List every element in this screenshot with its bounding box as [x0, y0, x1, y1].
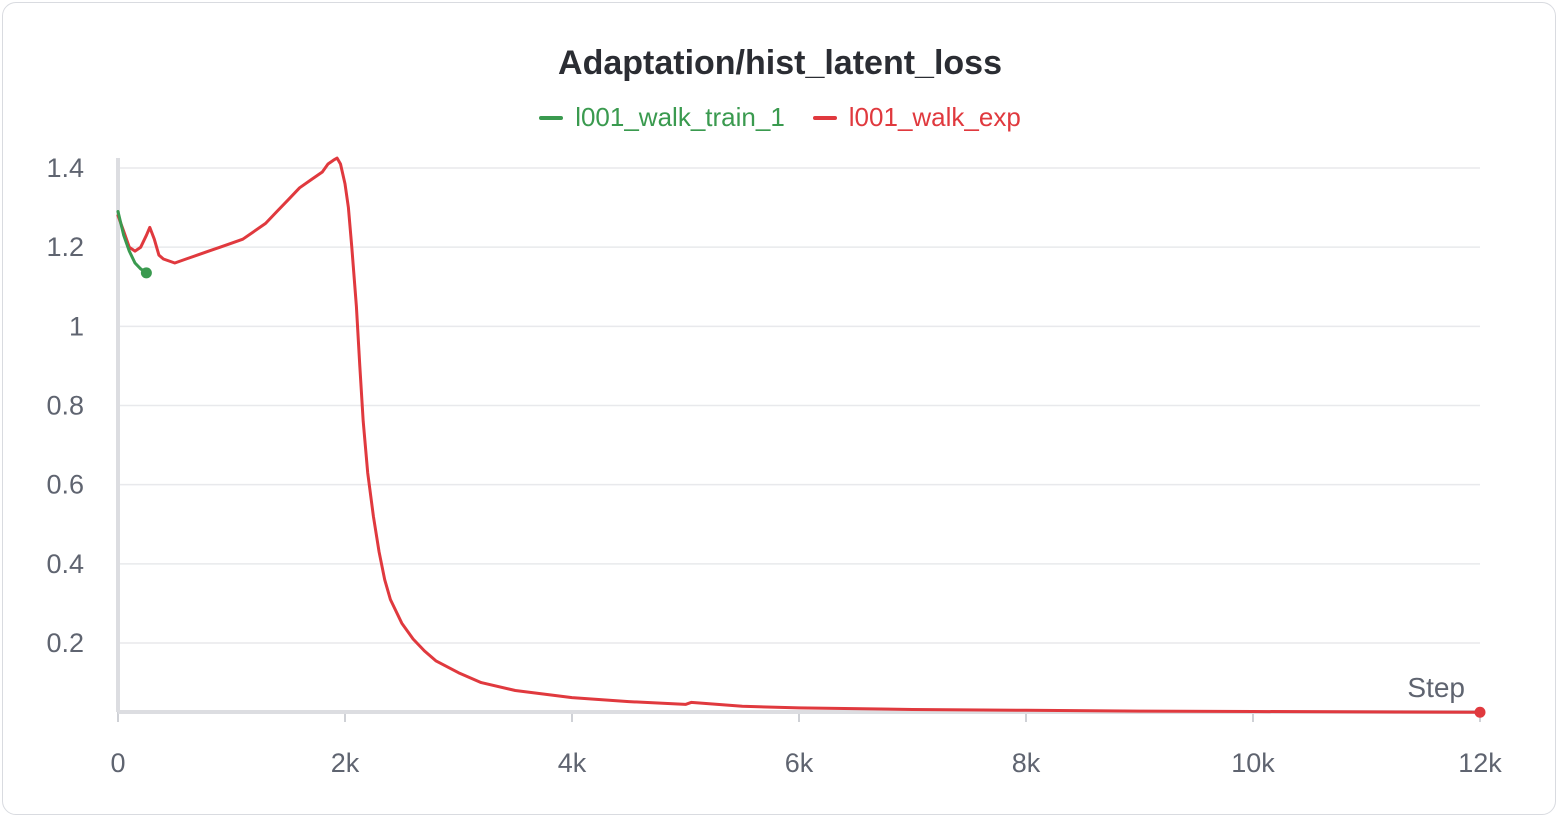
y-tick-label: 0.6 [46, 470, 84, 500]
x-axis-title: Step [1407, 672, 1465, 703]
legend-item-series-1[interactable]: l001_walk_exp [812, 102, 1021, 133]
x-tick-label: 8k [1012, 748, 1041, 778]
series-end-point-l001_walk_train_1 [140, 267, 152, 279]
chart-legend: l001_walk_train_1 l001_walk_exp [0, 102, 1560, 133]
y-tick-label: 0.2 [46, 628, 84, 658]
x-tick-label: 10k [1231, 748, 1275, 778]
y-tick-label: 1.4 [46, 153, 84, 183]
series-end-point-l001_walk_exp [1474, 706, 1486, 718]
legend-swatch-series-0 [539, 115, 564, 120]
series-line-l001_walk_exp [116, 156, 1482, 714]
y-tick-label: 1.2 [46, 232, 84, 262]
legend-item-series-0[interactable]: l001_walk_train_1 [539, 102, 785, 133]
y-tick-label: 0.8 [46, 391, 84, 421]
y-tick-label: 0.4 [46, 549, 84, 579]
chart-title: Adaptation/hist_latent_loss [558, 44, 1002, 82]
x-tick-label: 4k [558, 748, 587, 778]
y-tick-label: 1 [69, 311, 84, 341]
x-tick-label: 12k [1458, 748, 1502, 778]
legend-label-series-0: l001_walk_train_1 [575, 102, 785, 132]
legend-swatch-series-1 [812, 115, 837, 120]
series-line-l001_walk_train_1 [116, 210, 148, 275]
x-tick-label: 0 [110, 748, 125, 778]
x-tick-label: 6k [785, 748, 814, 778]
legend-label-series-1: l001_walk_exp [848, 102, 1021, 132]
x-tick-label: 2k [331, 748, 360, 778]
